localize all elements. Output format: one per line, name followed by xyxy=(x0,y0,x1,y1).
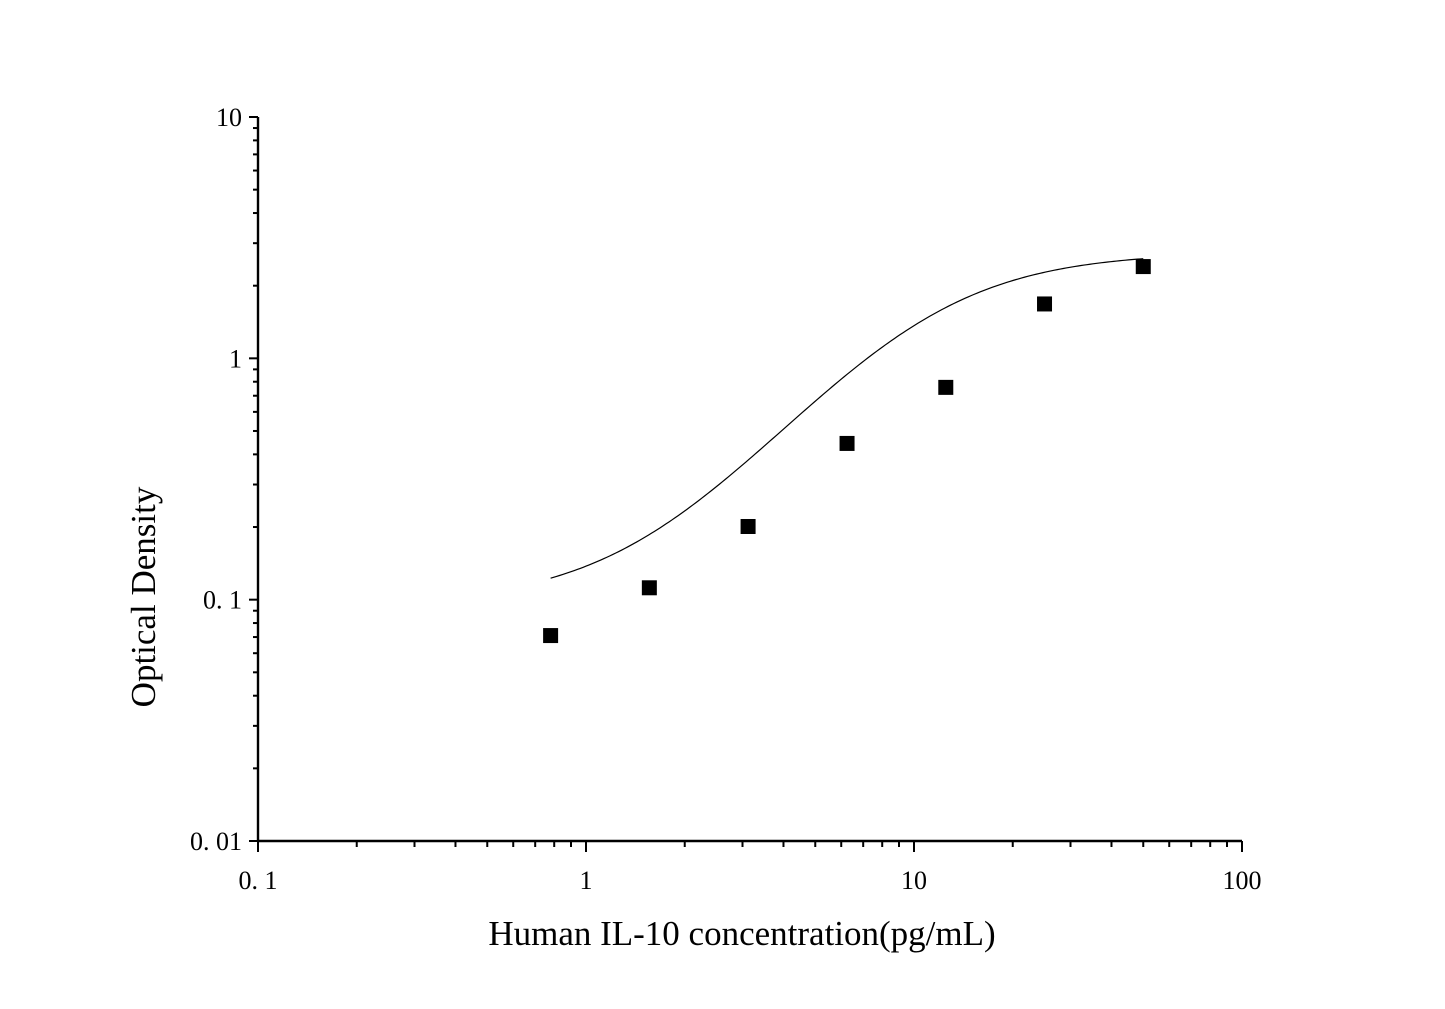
data-points xyxy=(543,259,1151,644)
data-point xyxy=(839,435,855,451)
x-tick-label: 10 xyxy=(901,866,927,895)
data-point xyxy=(1037,296,1053,312)
data-point xyxy=(938,379,954,395)
data-point xyxy=(641,580,657,596)
axis-tick-labels: 0. 01 0. 1 1 10 0. 1 1 10 100 xyxy=(190,103,1262,895)
data-point xyxy=(1135,259,1151,275)
y-tick-label: 10 xyxy=(216,103,242,132)
y-tick-label: 0. 01 xyxy=(190,827,242,856)
x-tick-label: 0. 1 xyxy=(239,866,278,895)
y-tick-label: 0. 1 xyxy=(203,586,242,615)
data-point xyxy=(543,628,559,644)
x-axis-title: Human IL-10 concentration(pg/mL) xyxy=(488,914,995,953)
y-tick-label: 1 xyxy=(229,344,242,373)
x-tick-label: 100 xyxy=(1223,866,1262,895)
data-point xyxy=(740,518,756,534)
x-tick-label: 1 xyxy=(580,866,593,895)
fit-curve xyxy=(550,258,1144,579)
y-axis-title: Optical Density xyxy=(124,486,163,707)
axis-ticks xyxy=(249,116,1243,852)
